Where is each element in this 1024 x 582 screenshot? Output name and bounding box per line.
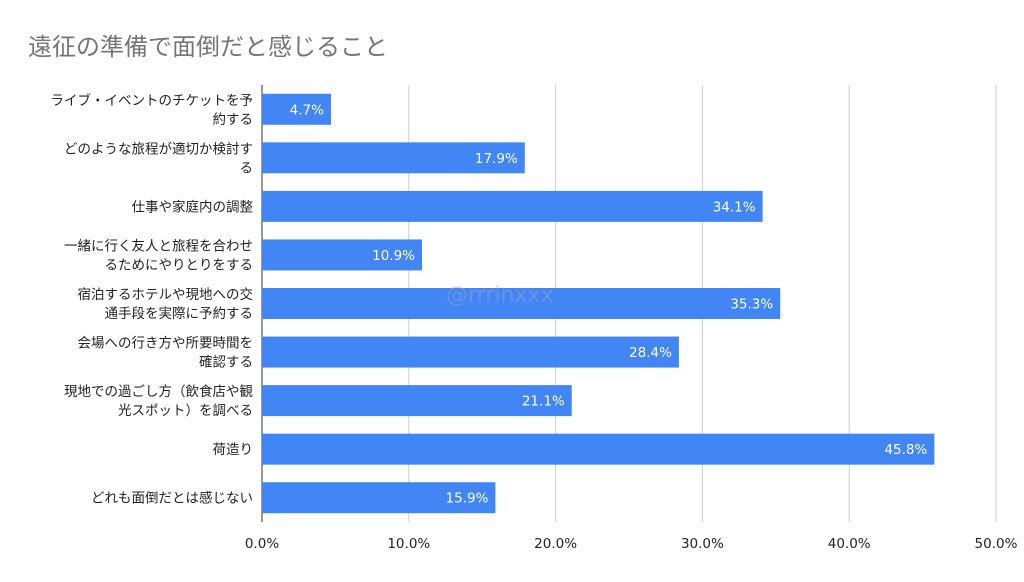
bar xyxy=(262,288,781,319)
category-label: 一緒に行く友人と旅程を合わせ xyxy=(64,238,253,254)
bar xyxy=(262,190,763,222)
x-tick-label: 50.0% xyxy=(975,536,1018,552)
bar-value-label: 17.9% xyxy=(475,151,518,167)
bar xyxy=(262,239,423,271)
bar xyxy=(262,385,572,417)
bar xyxy=(262,142,525,174)
category-label: 確認する xyxy=(199,355,253,371)
x-tick-label: 20.0% xyxy=(534,536,577,552)
category-label: 荷造り xyxy=(213,442,254,458)
bar xyxy=(262,482,496,514)
category-label: 仕事や家庭内の調整 xyxy=(132,198,254,215)
x-tick-label: 10.0% xyxy=(387,536,430,552)
bar-value-label: 35.3% xyxy=(730,297,773,313)
category-label: 光スポット）を調べる xyxy=(118,403,253,419)
category-labels: ライブ・イベントのチケットを予約するどのような旅程が適切か検討する仕事や家庭内の… xyxy=(51,92,254,507)
category-label: 現地での過ごし方（飲食店や観 xyxy=(64,383,253,400)
category-label: どのような旅程が適切か検討す xyxy=(64,140,253,157)
category-label: るためにやりとりをする xyxy=(105,257,254,273)
category-label: 約する xyxy=(213,112,254,128)
bar xyxy=(262,93,331,125)
bar-value-label: 34.1% xyxy=(713,199,756,215)
category-label: 通手段を実際に予約する xyxy=(105,306,254,322)
bar xyxy=(262,336,679,368)
category-label: どれも面倒だとは感じない xyxy=(91,490,253,507)
category-label: る xyxy=(240,160,254,176)
bar-value-label: 10.9% xyxy=(372,248,415,264)
category-label: ライブ・イベントのチケットを予 xyxy=(51,92,254,109)
x-tick-labels: 0.0% 10.0% 20.0% 30.0% 40.0% 50.0% xyxy=(245,536,1018,552)
category-label: 会場への行き方や所要時間を xyxy=(78,336,254,352)
watermark: @rrrinxxx xyxy=(446,283,553,308)
x-tick-label: 30.0% xyxy=(681,536,724,552)
bar-value-label: 28.4% xyxy=(629,345,672,361)
chart-title: 遠征の準備で面倒だと感じること xyxy=(28,33,388,61)
bar-value-label: 45.8% xyxy=(884,442,927,458)
bar-value-label: 21.1% xyxy=(522,394,565,410)
x-tick-label: 0.0% xyxy=(245,536,279,552)
bars: 4.7% 17.9% 34.1% 10.9% 35.3% 28.4% 21.1% 45.8% 1… xyxy=(262,93,935,514)
bar-value-label: 15.9% xyxy=(446,491,489,507)
bar xyxy=(262,433,935,465)
x-tick-label: 40.0% xyxy=(828,536,871,552)
bar-value-label: 4.7% xyxy=(290,102,324,118)
category-label: 宿泊するホテルや現地への交 xyxy=(78,286,254,303)
